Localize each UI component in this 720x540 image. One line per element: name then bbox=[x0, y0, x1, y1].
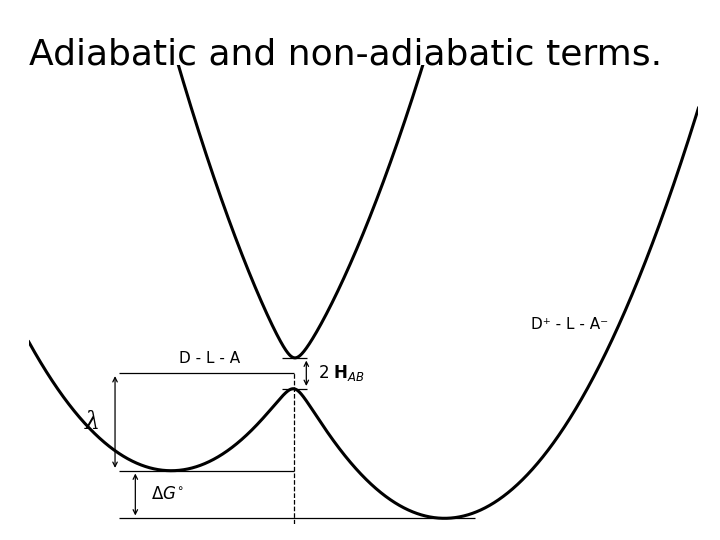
Text: λ: λ bbox=[85, 410, 100, 434]
Text: D⁺ - L - A⁻: D⁺ - L - A⁻ bbox=[531, 316, 608, 332]
Text: $\Delta G^{\circ}$: $\Delta G^{\circ}$ bbox=[150, 486, 184, 503]
Text: Adiabatic and non-adiabatic terms.: Adiabatic and non-adiabatic terms. bbox=[29, 38, 662, 72]
Text: 2 $\mathbf{H}_{AB}$: 2 $\mathbf{H}_{AB}$ bbox=[318, 363, 366, 383]
Text: D - L - A: D - L - A bbox=[179, 351, 240, 366]
